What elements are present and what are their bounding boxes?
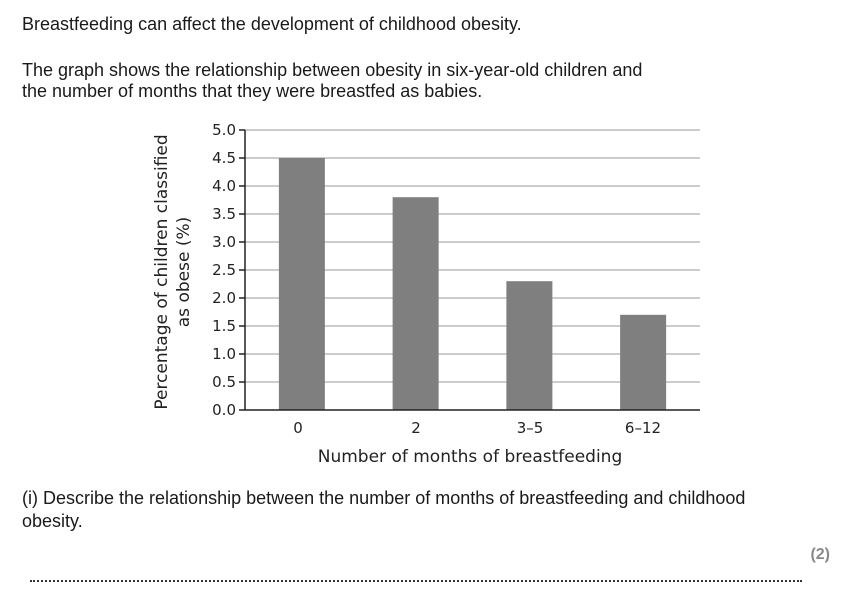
question-line-2: obesity. (22, 511, 83, 531)
y-tick-label: 0.0 (212, 401, 236, 419)
y-tick-label: 3.0 (212, 233, 236, 251)
graph-description-line-2: the number of months that they were brea… (22, 81, 483, 101)
y-tick-label: 0.5 (212, 373, 236, 391)
y-tick-label: 3.5 (212, 205, 236, 223)
bar-0 (278, 158, 325, 410)
bars (278, 158, 667, 410)
intro-text: Breastfeeding can affect the development… (22, 14, 522, 34)
axes (239, 129, 700, 411)
bar-3–5 (506, 281, 553, 410)
y-axis-title-line-2: as obese (%) (174, 217, 194, 327)
y-tick-label: 5.0 (212, 121, 236, 139)
y-tick-label: 4.0 (212, 177, 236, 195)
question-line-1: (i) Describe the relationship between th… (22, 488, 746, 508)
y-tick-label: 4.5 (212, 149, 236, 167)
y-axis-title-line-1: Percentage of children classified (152, 134, 172, 409)
y-tick-label: 1.0 (212, 345, 236, 363)
answer-line[interactable] (30, 580, 802, 582)
graph-description-line-1: The graph shows the relationship between… (22, 60, 643, 80)
x-tick-label: 0 (293, 419, 303, 437)
bar-2 (392, 197, 439, 410)
x-tick-label: 3–5 (517, 419, 544, 437)
tick-labels: 0.0 0.5 1.0 1.5 2.0 2.5 3.0 3.5 4.0 4.5 5.0 0 2 3–5 6–… (212, 121, 661, 437)
marks-label: (2) (810, 546, 830, 563)
bar-6–12 (620, 314, 667, 410)
y-tick-label: 2.0 (212, 289, 236, 307)
y-tick-label: 2.5 (212, 261, 236, 279)
x-axis-title: Number of months of breastfeeding (318, 447, 623, 467)
x-tick-label: 2 (411, 419, 421, 437)
x-tick-label: 6–12 (625, 419, 661, 437)
y-tick-label: 1.5 (212, 317, 236, 335)
